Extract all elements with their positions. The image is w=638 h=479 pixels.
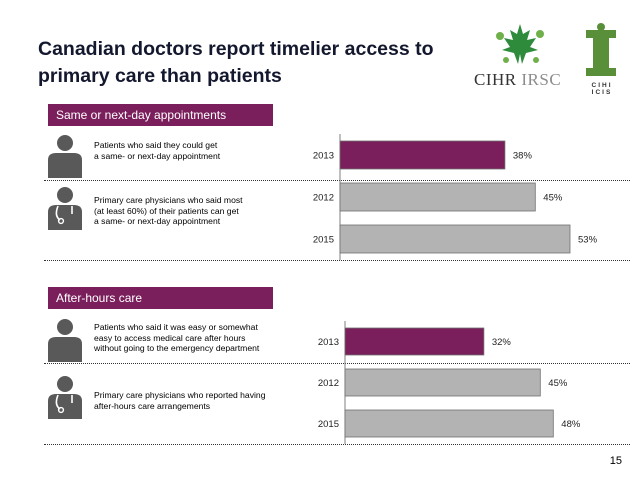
patient-icon <box>44 318 86 362</box>
bar <box>339 140 506 170</box>
category-label: 2012 <box>318 378 339 389</box>
physician-icon <box>44 375 86 419</box>
cihr-logo-text: CIHR IRSC <box>474 70 562 89</box>
bar <box>344 327 485 356</box>
page-number: 15 <box>609 455 622 467</box>
data-label: 48% <box>561 419 581 430</box>
logos: CIHR IRSC CIHI ICIS <box>470 20 630 100</box>
physician-icon <box>44 186 86 230</box>
maple-leaf-logo-icon <box>496 24 544 64</box>
patient-icon <box>44 134 86 178</box>
bar <box>344 409 554 438</box>
category-label: 2013 <box>318 337 339 348</box>
cihi-logo-icon <box>578 22 624 82</box>
category-label: 2015 <box>318 419 339 430</box>
page-title: Canadian doctors report timelier access … <box>38 38 434 87</box>
data-label: 53% <box>578 235 598 246</box>
category-label: 2012 <box>313 193 334 204</box>
physician-description: Primary care physicians who said most (a… <box>94 195 243 226</box>
physician-description: Primary care physicians who reported hav… <box>94 390 266 411</box>
bar <box>344 368 541 397</box>
category-label: 2013 <box>313 151 334 162</box>
data-label: 45% <box>543 193 563 204</box>
section-header-after-hours: After-hours care <box>48 287 273 309</box>
data-label: 45% <box>548 378 568 389</box>
section-header-same-day: Same or next-day appointments <box>48 104 273 126</box>
separator <box>44 444 630 445</box>
patient-description: Patients who said it was easy or somewha… <box>94 322 260 353</box>
separator <box>44 180 630 181</box>
bar <box>339 224 571 254</box>
bar <box>339 182 536 212</box>
patient-description: Patients who said they could get a same-… <box>94 140 221 161</box>
cihi-logo-text: CIHI ICIS <box>591 82 613 96</box>
data-label: 32% <box>492 337 512 348</box>
separator <box>44 260 630 261</box>
data-label: 38% <box>513 151 533 162</box>
separator <box>44 363 630 364</box>
category-label: 2015 <box>313 235 334 246</box>
